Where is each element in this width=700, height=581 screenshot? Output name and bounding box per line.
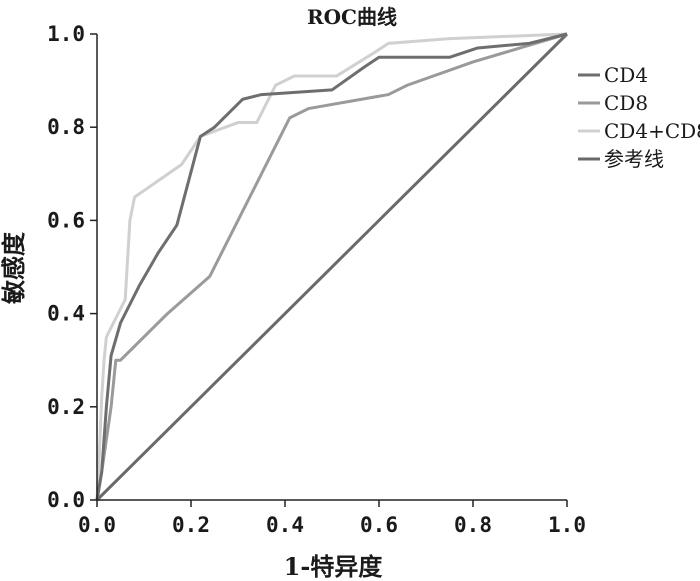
legend: CD4 CD8 CD4+CD8 参考线 [578,63,700,171]
y-tick-label: 0.2 [47,395,85,419]
legend-label: CD4 [604,63,648,87]
x-axis-title: 1-特异度 [284,552,384,581]
y-tick-label: 0.8 [47,115,85,139]
legend-label: CD8 [604,91,648,115]
axes [96,34,567,501]
y-axis-title: 敏感度 [0,231,28,305]
legend-label: CD4+CD8 [604,119,700,143]
x-tick-label: 0.0 [78,513,116,537]
x-tick-label: 0.2 [172,513,210,537]
series-line-0 [95,32,568,501]
y-tick-label: 1.0 [47,22,85,46]
x-tick-label: 0.6 [360,513,398,537]
chart-title: ROC曲线 [307,5,397,29]
series-line-1 [95,32,568,501]
series-line-2 [95,32,568,501]
x-tick-label: 0.8 [454,513,492,537]
x-tick-label: 0.4 [266,513,304,537]
y-tick-label: 0.0 [47,488,85,512]
plot-area [95,32,569,502]
x-tick-label: 1.0 [548,513,586,537]
series-line-3 [95,32,569,502]
y-tick-label: 0.4 [47,302,85,326]
legend-label: 参考线 [604,147,664,171]
y-tick-label: 0.6 [47,208,85,232]
axis-ticks: 0.00.0 0.2 0.2 0.4 0.4 0.6 0.6 0.8 0.8 1.0 1.0 [47,22,586,537]
